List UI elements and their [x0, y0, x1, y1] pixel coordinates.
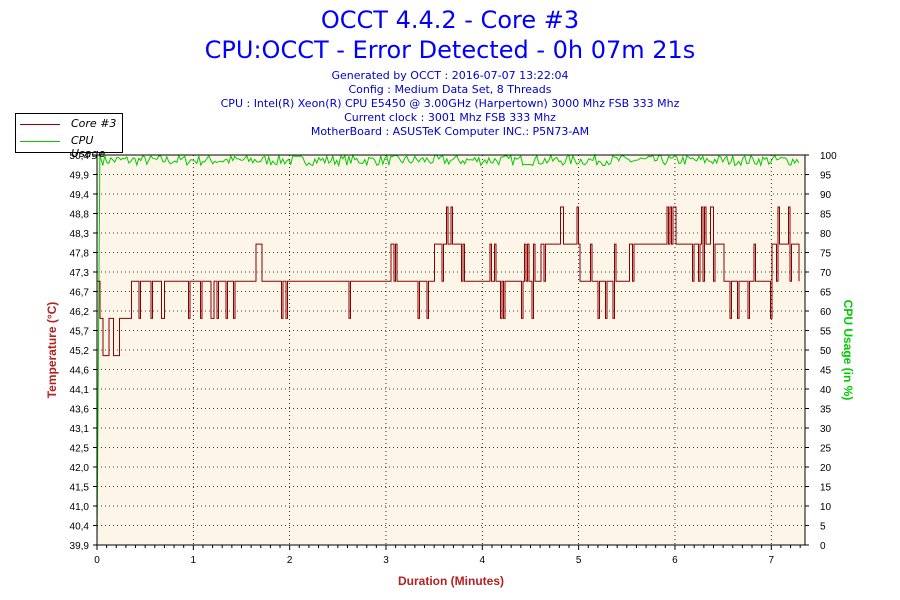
y-left-tick-label: 47,3 — [70, 268, 90, 279]
y-left-tick-label: 44,1 — [70, 385, 90, 396]
x-tick-label: 5 — [576, 555, 582, 566]
y-left-tick-label: 45,2 — [70, 346, 90, 357]
y-left-tick-label: 49,4 — [70, 190, 90, 201]
y-left-tick-label: 45,7 — [70, 327, 90, 338]
y-right-tick-label: 35 — [820, 405, 832, 416]
y-left-tick-label: 44,6 — [70, 366, 90, 377]
legend-swatch-core3 — [20, 124, 60, 125]
x-tick-label: 3 — [383, 555, 389, 566]
y-right-tick-label: 70 — [820, 268, 832, 279]
y-right-tick-label: 65 — [820, 288, 832, 299]
info-generated: Generated by OCCT : 2016-07-07 13:22:04 — [331, 69, 569, 82]
y-right-tick-label: 50 — [820, 346, 832, 357]
plot-frame — [96, 154, 806, 546]
y-left-tick-label: 48,3 — [70, 229, 90, 240]
y-left-tick-label: 49,9 — [70, 171, 90, 182]
y-right-tick-label: 5 — [820, 522, 826, 533]
series-line-core3 — [97, 206, 800, 357]
x-tick-label: 1 — [191, 555, 197, 566]
y-left-axis-label: Temperature (°C) — [45, 302, 59, 399]
x-tick-label: 6 — [672, 555, 678, 566]
chart-subtitle: CPU:OCCT - Error Detected - 0h 07m 21s — [204, 36, 696, 64]
y-right-tick-label: 95 — [820, 171, 832, 182]
legend-swatch-cpu-usage — [20, 141, 60, 142]
y-right-tick-label: 30 — [820, 424, 832, 435]
y-right-tick-label: 40 — [820, 385, 832, 396]
y-right-axis-label: CPU Usage (in %) — [841, 300, 855, 401]
y-left-tick-label: 50,4 — [70, 151, 90, 162]
y-right-tick-label: 85 — [820, 210, 832, 221]
legend: Core #3 CPU Usage — [15, 113, 123, 160]
x-tick-label: 2 — [287, 555, 293, 566]
y-left-tick-label: 46,7 — [70, 288, 90, 299]
legend-label-cpu-usage: CPU Usage — [71, 134, 106, 160]
y-right-tick-label: 45 — [820, 366, 832, 377]
y-left-tick-label: 43,1 — [70, 424, 90, 435]
x-axis-label: Duration (Minutes) — [398, 574, 504, 588]
y-right-tick-label: 90 — [820, 190, 832, 201]
y-right-tick-label: 60 — [820, 307, 832, 318]
y-left-tick-label: 40,4 — [70, 522, 90, 533]
y-left-tick-label: 39,9 — [70, 541, 90, 552]
legend-item-core3: Core #3 — [16, 116, 122, 132]
series-line-cpu-usage — [96, 153, 800, 546]
y-right-tick-label: 15 — [820, 483, 832, 494]
legend-item-cpu-usage: CPU Usage — [16, 133, 122, 160]
y-left-tick-label: 48,8 — [70, 210, 90, 221]
info-motherboard: MotherBoard : ASUSTeK Computer INC.: P5N… — [310, 125, 590, 138]
x-tick-label: 7 — [769, 555, 775, 566]
info-cpu: CPU : Intel(R) Xeon(R) CPU E5450 @ 3.00G… — [220, 97, 680, 110]
y-right-tick-label: 55 — [820, 327, 832, 338]
y-left-tick-label: 41,0 — [70, 502, 90, 513]
y-left-tick-label: 43,6 — [70, 405, 90, 416]
y-right-tick-label: 25 — [820, 444, 832, 455]
y-right-tick-label: 10 — [820, 502, 832, 513]
y-right-tick-label: 100 — [820, 151, 837, 162]
chart-title: OCCT 4.4.2 - Core #3 — [320, 6, 580, 34]
x-tick-label: 0 — [94, 555, 100, 566]
x-tick-label: 4 — [480, 555, 486, 566]
y-right-tick-label: 20 — [820, 463, 832, 474]
y-right-tick-label: 75 — [820, 249, 832, 260]
info-clock: Current clock : 3001 Mhz FSB 333 Mhz — [344, 111, 556, 124]
info-config: Config : Medium Data Set, 8 Threads — [348, 83, 552, 96]
y-right-tick-label: 0 — [820, 541, 826, 552]
legend-label-core3: Core #3 — [71, 117, 117, 130]
y-left-tick-label: 41,5 — [70, 483, 90, 494]
y-left-tick-label: 42,5 — [70, 444, 90, 455]
y-left-tick-label: 47,8 — [70, 249, 90, 260]
y-left-tick-label: 46,2 — [70, 307, 90, 318]
y-left-tick-label: 42,0 — [70, 463, 90, 474]
y-right-tick-label: 80 — [820, 229, 832, 240]
